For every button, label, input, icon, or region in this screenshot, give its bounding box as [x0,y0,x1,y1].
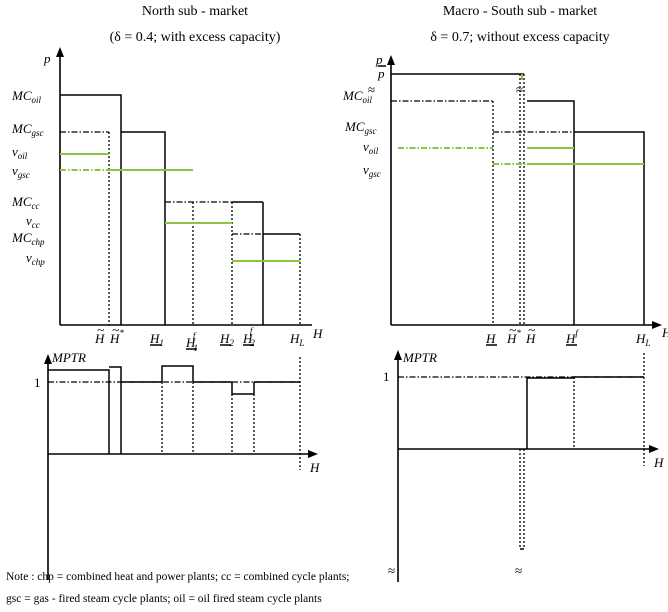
north-mptr-seg-6 [231,382,255,395]
north-y-arrow-icon [56,47,64,57]
north-mptr-seg-2 [109,366,122,454]
north-mptr-x-label: H [309,460,320,475]
south-mptr-break-right-icon: ≈ [515,563,522,578]
south-mc-gsc-step [574,131,645,325]
south-mptr-break-left-icon: ≈ [388,563,395,578]
south-title: Macro - South sub - market [443,4,597,19]
south-label-v-oil: voil [363,139,379,156]
north-mptr-seg-4 [161,365,194,382]
north-x-label: H [312,326,323,341]
north-tick-h2: H2 [219,331,234,348]
north-mptr-panel: MPTR 1 H [34,350,320,580]
north-tick-h-star: H* [109,328,124,346]
south-label-v-gsc: vgsc [363,162,381,179]
north-mptr-axis-label: MPTR [51,350,86,365]
south-mptr-x-arrow-icon [649,445,659,453]
south-mptr-y-arrow-icon [394,350,402,360]
note-line-2: gsc = gas - fired steam cycle plants; oi… [6,593,322,605]
north-tick-h1: H1 [149,331,164,348]
north-subtitle: (δ = 0.4; with excess capacity) [110,30,281,45]
north-mptr-one-label: 1 [34,375,41,390]
south-tick-hl: HL [635,331,650,348]
south-tick-h-tilde-star-mark: ~ [509,322,516,337]
south-tick-h-tilde-mark: ~ [528,322,535,337]
south-tick-h-tilde: H [525,331,536,346]
north-y-label: p [43,51,51,66]
north-mptr-seg-1 [48,369,110,454]
note-line-1: Note : chp = combined heat and power pla… [6,571,350,583]
south-y-label: p [375,52,383,67]
south-price-panel: p H p ≈ ≈ MCoil MCgsc voil vgsc H H* ~ [342,52,668,348]
north-label-v-oil: voil [12,144,28,161]
south-p-bar-label: p [377,66,385,81]
north-label-v-cc: vcc [26,213,40,230]
south-x-arrow-icon [652,321,662,329]
north-tick-h-tilde: H [94,331,105,346]
north-label-mc-chp: MCchp [11,230,45,247]
south-tick-hf: Hf [565,328,579,346]
north-mptr-y-arrow-icon [44,354,52,364]
south-x-label: H [661,325,668,340]
south-label-mc-oil: MCoil [342,88,373,105]
north-label-v-chp: vchp [26,250,45,267]
south-y-arrow-icon [387,55,395,65]
north-tick-h-tilde-mark: ~ [97,322,104,337]
north-tick-h2f: H2f [242,326,255,348]
south-break-right-icon: ≈ [516,82,523,97]
south-label-mc-gsc: MCgsc [344,119,377,136]
north-label-mc-gsc: MCgsc [11,121,44,138]
north-tick-h1f: H1f [185,331,198,353]
south-mc-oil-step [527,100,575,325]
south-tick-h-under: H [485,331,496,346]
north-label-v-gsc: vgsc [12,163,30,180]
south-break-left-icon: ≈ [368,82,375,97]
south-mptr-axis-label: MPTR [402,350,437,365]
south-mptr-step [526,376,644,449]
north-mptr-x-arrow-icon [308,450,318,458]
north-mc-gsc-step [121,131,166,325]
north-price-panel: p H MCoil MCgsc voil vgsc MCcc vcc MCchp [11,47,323,353]
north-label-mc-cc: MCcc [11,194,40,211]
south-mptr-panel: MPTR 1 H ≈ ≈ [383,350,664,582]
north-tick-h-star-mark: ~ [112,322,119,337]
north-title: North sub - market [142,4,248,19]
south-mptr-x-label: H [653,455,664,470]
south-subtitle: δ = 0.7; without excess capacity [430,30,609,45]
north-tick-hl: HL [289,331,304,348]
south-mptr-one-label: 1 [383,369,390,384]
south-tick-h-tilde-star: H* [506,328,521,346]
north-label-mc-oil: MCoil [11,88,42,105]
north-mc-oil-step [60,94,122,325]
